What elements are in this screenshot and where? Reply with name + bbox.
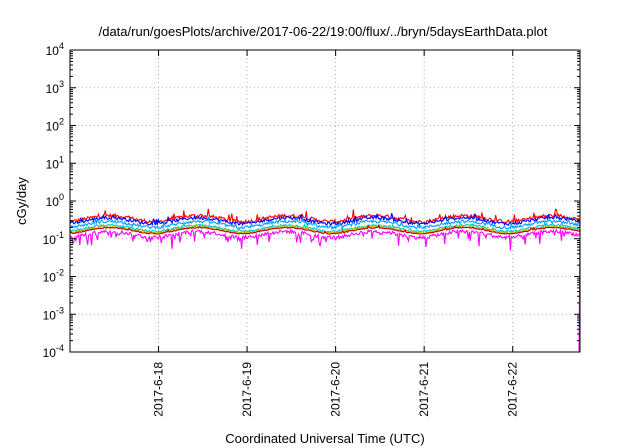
y-tick-label: 104 <box>46 41 64 58</box>
y-tick-label: 103 <box>46 79 64 96</box>
data-series <box>69 208 581 353</box>
y-tick-label: 100 <box>46 192 64 209</box>
x-axis-ticks: 2017-6-18 2017-6-19 2017-6-20 2017-6-21 2017… <box>152 50 520 417</box>
y-tick-label: 10-1 <box>43 230 64 247</box>
chart-title: /data/run/goesPlots/archive/2017-06-22/1… <box>99 24 548 39</box>
x-tick-label: 2017-6-22 <box>506 362 520 417</box>
y-tick-label: 10-3 <box>43 305 64 322</box>
y-tick-label: 102 <box>46 117 64 134</box>
x-axis-label: Coordinated Universal Time (UTC) <box>225 431 424 446</box>
series-line <box>69 215 581 231</box>
y-axis-label: cGy/day <box>14 177 29 225</box>
y-axis-ticks: 10-4 10-3 10-2 10-1 100 101 102 103 104 <box>43 41 580 360</box>
y-tick-label: 101 <box>46 154 64 171</box>
series-line <box>69 228 581 353</box>
x-tick-label: 2017-6-18 <box>152 362 166 417</box>
series-line <box>69 212 581 227</box>
y-tick-label: 10-2 <box>43 268 64 285</box>
x-tick-label: 2017-6-21 <box>417 362 431 417</box>
y-tick-label: 10-4 <box>43 343 64 360</box>
series-line <box>69 224 581 235</box>
x-tick-label: 2017-6-20 <box>329 362 343 417</box>
x-tick-label: 2017-6-19 <box>240 362 254 417</box>
series-line <box>70 208 581 226</box>
grid-lines <box>70 50 580 352</box>
